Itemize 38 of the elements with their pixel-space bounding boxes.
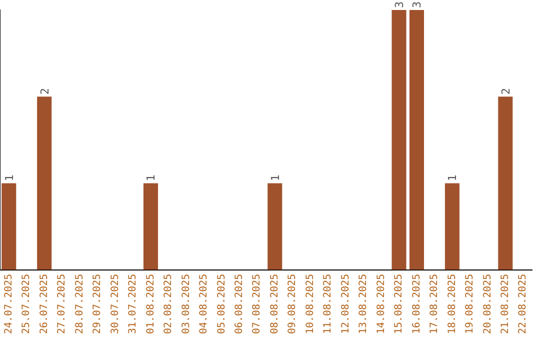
x-tick-label: 22.08.2025 <box>518 274 529 334</box>
x-tick-label: 10.08.2025 <box>304 274 316 334</box>
x-tick-label: 09.08.2025 <box>287 274 298 334</box>
x-tick-label: 12.08.2025 <box>340 274 352 334</box>
x-tick-label: 05.08.2025 <box>216 274 228 334</box>
data-label: 1 <box>268 174 282 182</box>
x-tick-label: 15.08.2025 <box>394 274 405 334</box>
x-tick-label: 30.07.2025 <box>110 274 121 334</box>
data-label: 3 <box>393 1 406 8</box>
x-tick-label: 11.08.2025 <box>322 274 334 334</box>
x-tick-label: 03.08.2025 <box>180 274 192 334</box>
x-tick-label: 19.08.2025 <box>464 274 476 334</box>
x-tick-label: 28.07.2025 <box>74 274 86 334</box>
data-label: 1 <box>446 174 460 182</box>
data-label: 2 <box>499 88 512 95</box>
x-tick-label: 29.07.2025 <box>92 274 104 334</box>
x-tick-label: 13.08.2025 <box>358 274 370 334</box>
x-tick-label: 31.07.2025 <box>128 274 139 334</box>
x-tick-label: 16.08.2025 <box>411 274 422 334</box>
data-label: 1 <box>144 174 158 182</box>
x-tick-label: 02.08.2025 <box>163 274 174 334</box>
x-tick-label: 26.07.2025 <box>38 274 50 334</box>
x-tick-label: 14.08.2025 <box>376 274 387 334</box>
data-label: 1 <box>2 174 16 182</box>
x-tick-label: 06.08.2025 <box>234 274 245 334</box>
x-tick-label: 07.08.2025 <box>252 274 263 334</box>
x-tick-label: 24.07.2025 <box>3 274 14 334</box>
x-tick-label: 17.08.2025 <box>429 274 440 334</box>
x-tick-label: 08.08.2025 <box>269 274 280 334</box>
x-tick-label: 20.08.2025 <box>482 274 494 334</box>
x-tick-label: 04.08.2025 <box>198 274 210 334</box>
x-tick-label: 25.07.2025 <box>21 274 32 334</box>
data-label: 2 <box>38 88 52 95</box>
x-tick-label: 01.08.2025 <box>145 274 156 334</box>
x-tick-label: 18.08.2025 <box>446 274 458 334</box>
x-tick-label: 21.08.2025 <box>500 274 511 334</box>
data-label: 3 <box>410 1 424 8</box>
x-tick-label: 27.07.2025 <box>56 274 68 334</box>
